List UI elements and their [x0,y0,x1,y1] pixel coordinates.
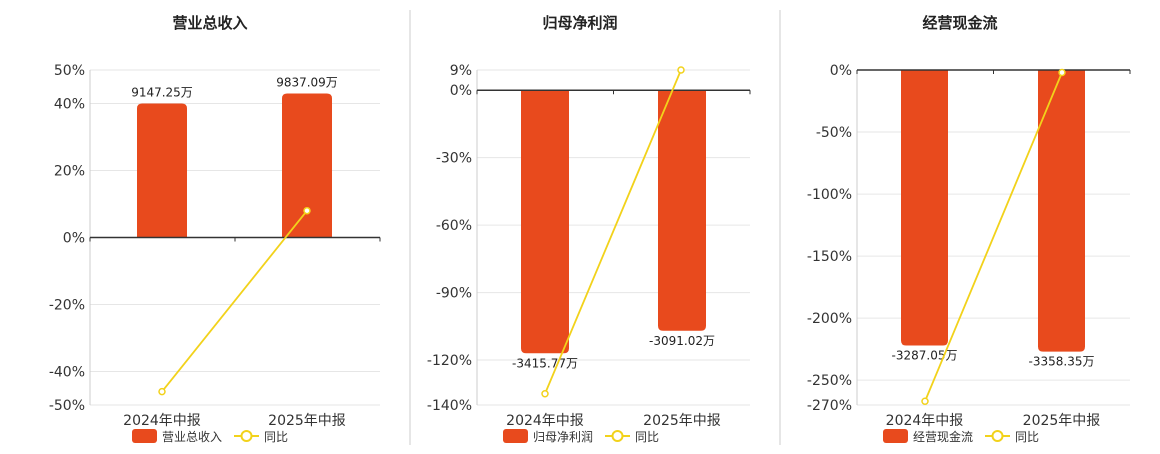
yoy-line [924,72,1063,402]
legend-bar-label: 归母净利润 [533,430,593,444]
bar-value-label: -3358.35万 [1029,355,1095,369]
bar-1[interactable] [901,70,948,346]
bar-1[interactable] [137,103,187,238]
yoy-point-2[interactable] [677,66,685,74]
bar-1[interactable] [521,90,569,354]
y-tick-label: -50% [49,398,85,414]
yoy-line [544,69,682,395]
chart-panel-1: 营业总收入 50% 40% 20% 0% -20% -40% -50% 9147.25万 9837… [49,14,381,444]
bar-2[interactable] [1038,70,1085,352]
y-tick-label: -50% [816,125,852,141]
legend-line-label: 同比 [1015,430,1039,444]
yoy-point-2[interactable] [1058,68,1066,77]
y-tick-label: -140% [427,398,472,414]
y-tick-label: -250% [807,373,852,389]
x-category-label: 2025年中报 [268,413,346,429]
bar-value-label: 9837.09万 [276,75,338,89]
legend-line-marker [611,430,624,442]
yoy-line [161,210,308,393]
legend: 经营现金流 同比 [883,429,1039,444]
y-tick-label: 0% [450,83,472,99]
legend: 归母净利润 同比 [503,429,659,444]
y-tick-label: -60% [436,218,472,234]
y-tick-label: -90% [436,286,472,302]
y-tick-label: 9% [450,63,472,79]
chart-panel-3: 经营现金流 0% -50% -100% -150% -200% -250% -270% -328… [807,14,1131,444]
bar-2[interactable] [658,90,706,331]
x-category-label: 2024年中报 [886,413,964,429]
y-tick-label: -270% [807,398,852,414]
yoy-point-1[interactable] [158,387,166,396]
legend-bar-label: 经营现金流 [913,429,973,444]
bar-value-label: -3091.02万 [649,334,715,348]
bar-value-label: -3287.05万 [892,348,958,362]
y-tick-label: -40% [49,365,85,381]
x-category-label: 2024年中报 [506,413,584,429]
legend-line-label: 同比 [635,430,659,444]
y-tick-label: 40% [54,97,85,113]
legend-bar-label: 营业总收入 [162,430,222,444]
chart-title: 营业总收入 [172,14,247,32]
yoy-point-1[interactable] [921,397,929,406]
y-tick-label: 50% [54,63,85,79]
legend-bar-swatch[interactable] [503,429,528,443]
legend-bar-swatch[interactable] [883,429,908,443]
legend-line-marker [991,430,1004,442]
y-tick-label: -120% [427,353,472,369]
chart-panel-2: 归母净利润 9% 0% -30% -60% -90% -120% -140% -3415.77万… [427,14,751,444]
y-tick-label: 20% [54,164,85,180]
bar-value-label: 9147.25万 [131,86,193,100]
y-tick-label: 0% [830,63,852,79]
bar-2[interactable] [282,93,332,238]
yoy-point-1[interactable] [541,390,549,398]
y-tick-label: -100% [807,187,852,203]
legend-bar-swatch[interactable] [132,429,157,443]
y-tick-label: -200% [807,311,852,327]
x-category-label: 2025年中报 [643,413,721,429]
x-category-label: 2024年中报 [123,413,201,429]
legend-line-label: 同比 [264,430,288,444]
y-tick-label: -20% [49,298,85,314]
legend: 营业总收入 同比 [132,429,288,444]
x-category-label: 2025年中报 [1023,413,1101,429]
y-tick-label: 0% [63,231,85,247]
bar-value-label: -3415.77万 [512,356,578,370]
chart-title: 经营现金流 [922,14,997,32]
chart-title: 归母净利润 [542,14,617,32]
y-tick-label: -150% [807,249,852,265]
y-tick-label: -30% [436,151,472,167]
yoy-point-2[interactable] [303,206,311,215]
legend-line-marker [240,430,253,442]
